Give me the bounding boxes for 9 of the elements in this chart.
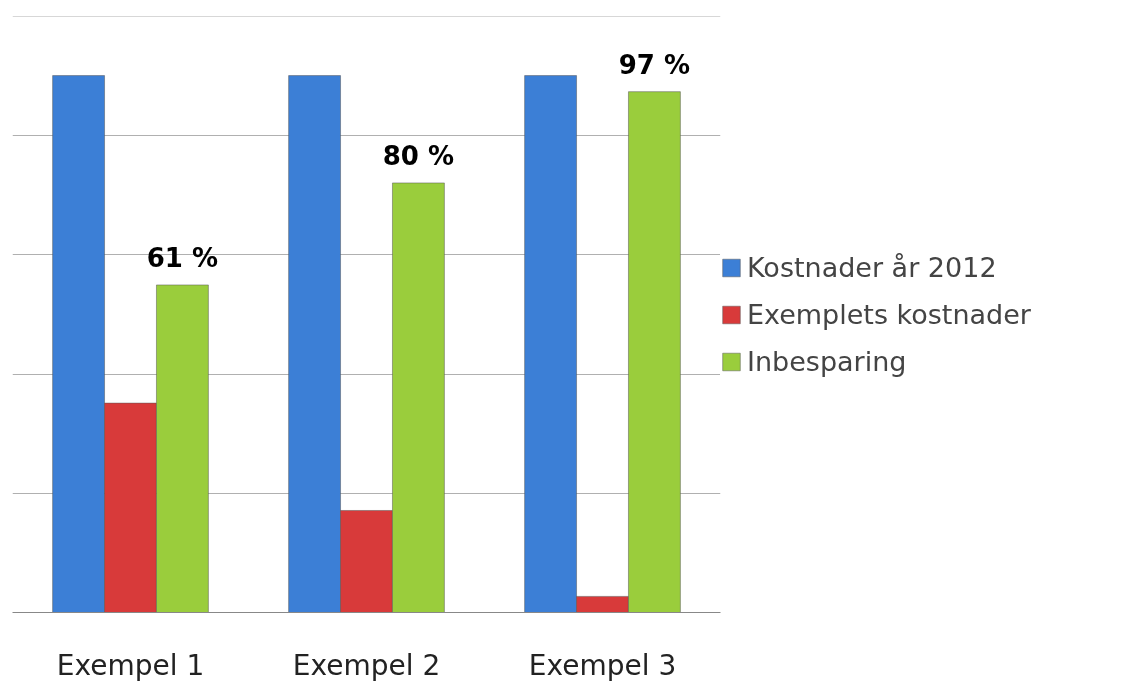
data-label: 80 %	[382, 140, 455, 171]
data-label: 61 %	[146, 242, 219, 273]
x-tick-label: Exempel 3	[528, 648, 677, 682]
x-tick-label: Exempel 1	[56, 648, 205, 682]
x-tick-label: Exempel 2	[292, 648, 441, 682]
data-label: 97 %	[618, 49, 691, 80]
legend-label: Inbesparing	[747, 345, 907, 377]
legend-label: Exemplets kostnader	[747, 298, 1031, 330]
legend-label: Kostnader år 2012	[747, 251, 997, 283]
